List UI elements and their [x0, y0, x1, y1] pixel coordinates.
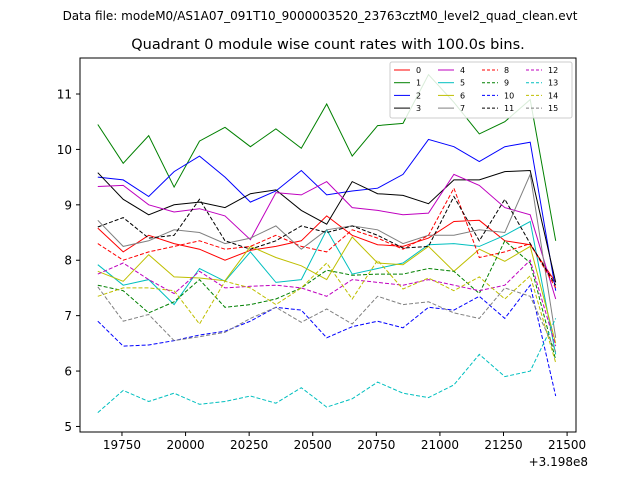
x-axis: 19750 20000 20250 20500 20750 21000 21250 21500	[103, 432, 586, 452]
legend-label: 8	[504, 66, 509, 75]
chart-suptitle: Data file: modeM0/AS1A07_091T10_90000035…	[63, 9, 578, 23]
series-line-1	[97, 73, 557, 241]
legend-label: 5	[460, 79, 465, 88]
y-tick-label: 6	[64, 365, 72, 379]
y-tick-label: 10	[57, 143, 72, 157]
y-tick-label: 9	[64, 198, 72, 212]
series-layer	[97, 73, 557, 413]
x-tick-label: 21250	[484, 438, 522, 452]
series-line-3	[97, 169, 557, 283]
x-tick-label: 20000	[166, 438, 204, 452]
series-line-7	[97, 172, 557, 338]
series-line-11	[97, 195, 557, 286]
x-tick-label: 20250	[230, 438, 268, 452]
y-tick-label: 7	[64, 309, 72, 323]
x-tick-label: 21000	[421, 438, 459, 452]
legend-label: 0	[416, 66, 421, 75]
series-line-2	[97, 138, 557, 291]
series-line-0	[97, 215, 557, 283]
legend-label: 9	[504, 79, 509, 88]
legend-label: 12	[548, 66, 558, 75]
series-line-6	[97, 236, 557, 344]
legend-label: 15	[548, 104, 558, 113]
series-line-15	[97, 286, 557, 352]
legend-label: 3	[416, 104, 421, 113]
x-tick-label: 20500	[294, 438, 332, 452]
legend-label: 14	[548, 91, 558, 100]
legend-label: 11	[504, 104, 514, 113]
x-tick-label: 19750	[103, 438, 141, 452]
y-tick-label: 8	[64, 254, 72, 268]
legend-label: 13	[548, 79, 558, 88]
y-axis: 5 6 7 8 9 10 11	[57, 88, 80, 434]
series-line-9	[97, 239, 557, 361]
legend-label: 4	[460, 66, 465, 75]
legend-label: 6	[460, 91, 465, 100]
legend-label: 10	[504, 91, 514, 100]
y-tick-label: 11	[57, 88, 72, 102]
series-line-14	[97, 259, 557, 363]
x-tick-label: 21500	[548, 438, 586, 452]
series-line-4	[97, 173, 557, 300]
legend-label: 2	[416, 91, 421, 100]
x-tick-label: 20750	[357, 438, 395, 452]
legend-label: 1	[416, 79, 421, 88]
y-tick-label: 5	[64, 420, 72, 434]
legend-label: 7	[460, 104, 465, 113]
chart-title: Quadrant 0 module wise count rates with …	[131, 37, 525, 53]
legend-box	[389, 61, 573, 119]
series-line-10	[97, 284, 557, 397]
plot-frame	[79, 57, 577, 433]
x-offset-label: +3.198e8	[529, 455, 588, 469]
series-line-8	[97, 186, 557, 289]
series-line-13	[97, 318, 557, 413]
series-line-12	[97, 259, 557, 347]
